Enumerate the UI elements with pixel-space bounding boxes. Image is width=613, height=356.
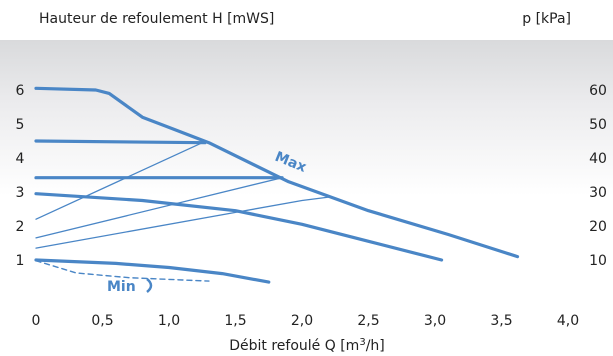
y-tick-left: 2 <box>16 219 25 235</box>
x-tick: 1,5 <box>224 313 246 329</box>
y-tick-left: 4 <box>16 151 25 167</box>
x-ticks: 0 0,5 1,0 1,5 2,0 2,5 3,0 3,5 4,0 <box>32 313 580 329</box>
min-label: Min <box>107 279 136 295</box>
x-tick: 4,0 <box>557 313 579 329</box>
curve-thick-0 <box>34 86 520 259</box>
x-tick: 0 <box>32 313 41 329</box>
curve-thick-3 <box>34 192 444 262</box>
curve-thick-1 <box>34 139 207 145</box>
y-tick-right: 30 <box>589 185 607 201</box>
x-tick: 2,0 <box>291 313 313 329</box>
plot-background <box>0 40 613 300</box>
y-tick-left: 5 <box>16 117 25 133</box>
y-ticks-right: 10 20 30 40 50 60 <box>589 83 607 269</box>
curve-dashed-8 <box>35 260 210 282</box>
y-tick-right: 10 <box>589 253 607 269</box>
x-tick: 3,0 <box>424 313 446 329</box>
y-tick-right: 40 <box>589 151 607 167</box>
curves <box>34 86 520 284</box>
min-bracket <box>146 278 153 293</box>
y-ticks-left: 1 2 3 4 5 6 <box>16 83 25 269</box>
y-axis-left-title: Hauteur de refoulement H [mWS] <box>39 11 274 27</box>
y-tick-left: 6 <box>16 83 25 99</box>
y-tick-right: 50 <box>589 117 607 133</box>
x-axis-title: Débit refoulé Q [m3/h] <box>229 337 385 355</box>
y-tick-left: 1 <box>16 253 25 269</box>
curve-thin-5 <box>35 142 203 220</box>
y-axis-right-title: p [kPa] <box>522 11 571 27</box>
curve-thin-6 <box>35 177 283 239</box>
x-tick: 0,5 <box>91 313 113 329</box>
y-tick-right: 60 <box>589 83 607 99</box>
y-tick-left: 3 <box>16 185 25 201</box>
x-tick: 3,5 <box>490 313 512 329</box>
curve-thick-4 <box>34 258 271 284</box>
x-tick: 1,0 <box>158 313 180 329</box>
x-tick: 2,5 <box>357 313 379 329</box>
y-tick-right: 20 <box>589 219 607 235</box>
curve-thin-7 <box>35 196 330 249</box>
